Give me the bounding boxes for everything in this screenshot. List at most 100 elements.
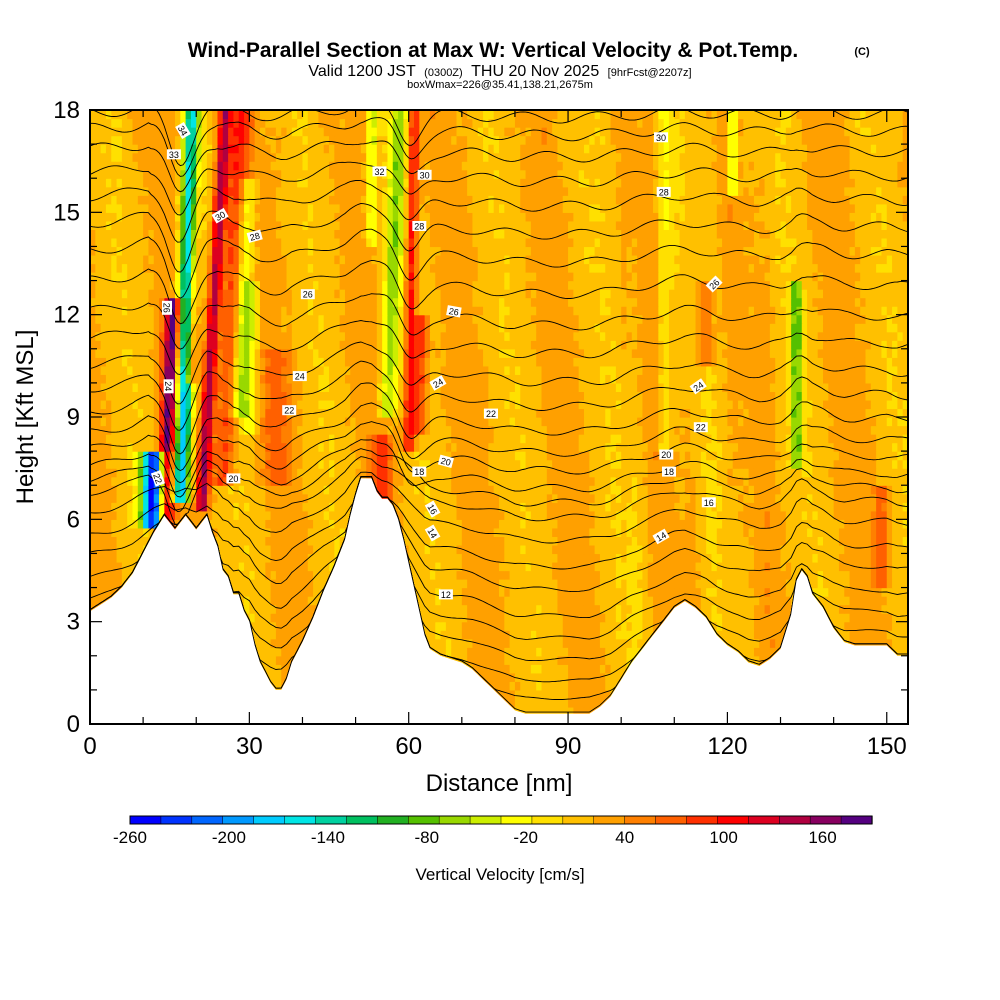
velocity-cell	[727, 502, 734, 512]
velocity-cell	[536, 493, 543, 503]
velocity-cell	[860, 544, 867, 555]
velocity-cell	[467, 476, 474, 486]
velocity-cell	[499, 468, 505, 478]
velocity-cell	[764, 544, 771, 555]
velocity-cell	[270, 647, 277, 657]
velocity-cell	[244, 544, 250, 555]
velocity-cell	[621, 459, 628, 469]
velocity-cell	[578, 527, 585, 537]
velocity-cell	[876, 638, 883, 648]
velocity-cell	[589, 536, 596, 546]
velocity-cell	[281, 553, 288, 563]
velocity-cell	[594, 510, 601, 520]
velocity-cell	[886, 485, 893, 495]
velocity-cell	[706, 553, 713, 563]
velocity-cell	[297, 630, 304, 640]
velocity-cell	[472, 544, 479, 555]
velocity-cell	[174, 442, 181, 452]
velocity-cell	[392, 476, 399, 486]
velocity-cell	[483, 672, 489, 682]
velocity-cell	[435, 536, 442, 546]
velocity-cell	[753, 468, 760, 478]
velocity-cell	[265, 604, 272, 614]
velocity-cell	[483, 570, 489, 580]
velocity-cell	[785, 587, 792, 597]
velocity-cell	[127, 553, 134, 563]
velocity-cell	[684, 468, 691, 478]
velocity-cell	[286, 621, 293, 631]
velocity-cell	[589, 544, 596, 555]
velocity-cell	[530, 451, 537, 461]
velocity-cell	[626, 468, 633, 478]
velocity-cell	[467, 630, 474, 640]
velocity-cell	[599, 672, 606, 682]
velocity-cell	[488, 527, 495, 537]
velocity-cell	[259, 493, 266, 503]
velocity-cell	[419, 476, 426, 486]
velocity-cell	[334, 451, 341, 461]
velocity-cell	[807, 502, 813, 512]
velocity-cell	[477, 502, 484, 512]
velocity-cell	[504, 587, 511, 597]
velocity-cell	[212, 527, 219, 537]
velocity-cell	[408, 485, 415, 495]
velocity-cell	[568, 459, 574, 469]
velocity-cell	[546, 579, 553, 589]
velocity-cell	[886, 510, 893, 520]
velocity-cell	[626, 493, 633, 503]
velocity-cell	[493, 655, 500, 665]
velocity-cell	[297, 604, 304, 614]
velocity-cell	[488, 451, 495, 461]
velocity-cell	[408, 544, 415, 555]
velocity-cell	[700, 536, 707, 546]
velocity-cell	[499, 519, 505, 529]
velocity-cell	[536, 468, 543, 478]
velocity-cell	[658, 613, 665, 623]
velocity-cell	[514, 451, 521, 461]
velocity-cell	[414, 502, 420, 512]
velocity-cell	[599, 510, 606, 520]
velocity-cell	[631, 561, 638, 572]
velocity-cell	[610, 527, 617, 537]
velocity-cell	[286, 502, 293, 512]
velocity-cell	[844, 468, 851, 478]
velocity-cell	[605, 672, 612, 682]
velocity-cell	[727, 451, 734, 461]
velocity-cell	[530, 706, 537, 717]
velocity-cell	[137, 451, 144, 461]
velocity-cell	[684, 596, 691, 606]
velocity-cell	[424, 553, 431, 563]
velocity-cell	[451, 561, 458, 572]
velocity-cell	[562, 459, 569, 469]
velocity-cell	[583, 689, 590, 700]
velocity-cell	[753, 451, 760, 461]
velocity-cell	[562, 451, 569, 461]
velocity-cell	[706, 459, 713, 469]
velocity-cell	[876, 604, 883, 614]
velocity-cell	[838, 510, 845, 520]
velocity-cell	[743, 459, 750, 469]
velocity-cell	[429, 536, 436, 546]
velocity-cell	[137, 502, 144, 512]
velocity-cell	[838, 621, 845, 631]
velocity-cell	[424, 476, 431, 486]
velocity-cell	[876, 536, 883, 546]
velocity-cell	[472, 553, 479, 563]
velocity-cell	[143, 476, 150, 486]
velocity-cell	[95, 451, 102, 461]
velocity-cell	[472, 519, 479, 529]
velocity-cell	[127, 519, 134, 529]
velocity-cell	[854, 493, 861, 503]
velocity-cell	[764, 493, 771, 503]
velocity-cell	[801, 553, 808, 563]
velocity-cell	[828, 613, 835, 623]
velocity-cell	[270, 442, 277, 452]
velocity-cell	[435, 451, 442, 461]
velocity-cell	[435, 647, 442, 657]
velocity-cell	[169, 459, 176, 469]
velocity-cell	[865, 459, 872, 469]
velocity-cell	[132, 493, 139, 503]
velocity-cell	[249, 451, 256, 461]
velocity-cell	[668, 579, 675, 589]
velocity-cell	[557, 604, 564, 614]
